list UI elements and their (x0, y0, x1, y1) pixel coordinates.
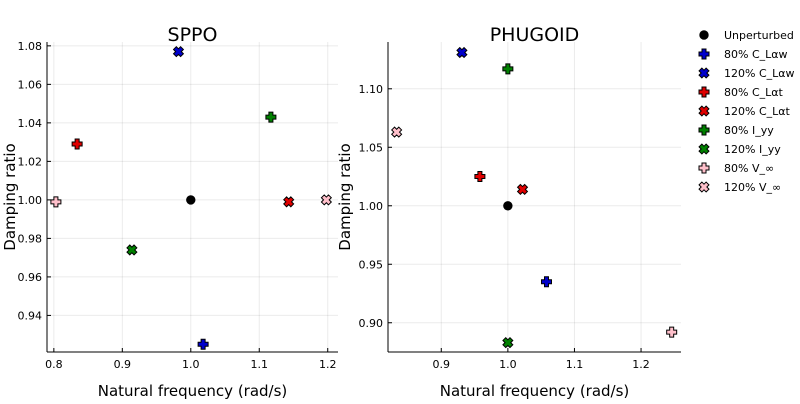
data-point (503, 201, 513, 211)
sppo-panel: 0.8 0.9 1.0 1.1 1.2 0.94 0.96 0.98 1.00 1.02 1.04 1… (1, 24, 338, 400)
y-tick-label: 0.90 (359, 317, 384, 330)
legend-label: Unperturbed (724, 29, 794, 42)
legend-label: 120% I_yy (724, 143, 781, 156)
data-point (126, 244, 138, 256)
legend-item: 80% I_yy (698, 124, 774, 137)
legend-marker (698, 86, 710, 98)
x-tick-label: 1.1 (251, 358, 269, 371)
y-tick-label: 1.08 (18, 40, 43, 53)
y-tick-label: 0.96 (18, 271, 43, 284)
data-point (320, 194, 333, 206)
legend-marker (698, 67, 710, 79)
legend-item: 120% I_yy (698, 143, 781, 156)
y-tick-label: 1.06 (18, 78, 43, 91)
y-axis-label: Damping ratio (336, 143, 354, 250)
y-tick-label: 1.10 (359, 83, 384, 96)
data-point (50, 196, 62, 208)
chart-title: PHUGOID (490, 24, 580, 46)
x-tick-label: 0.9 (114, 358, 132, 371)
y-axis-label: Damping ratio (1, 143, 19, 250)
legend-label: 80% C_Lαt (724, 86, 784, 99)
y-tick-label: 0.95 (359, 258, 384, 271)
y-tick-label: 1.02 (18, 155, 43, 168)
legend-marker (698, 162, 710, 174)
y-tick-label: 1.00 (18, 194, 43, 207)
legend-item: 120% C_Lαt (698, 105, 791, 118)
y-tick-label: 1.00 (359, 200, 384, 213)
data-point (283, 196, 295, 208)
legend-label: 120% C_Lαw (724, 67, 795, 80)
data-point (502, 63, 514, 75)
y-tick-label: 0.94 (18, 309, 43, 322)
data-point (666, 326, 678, 338)
data-point (456, 46, 468, 59)
data-point (197, 338, 209, 350)
legend-item: 120% V_∞ (698, 181, 781, 194)
legend-label: 80% V_∞ (724, 162, 774, 175)
legend-label: 80% C_Lαw (724, 48, 788, 61)
legend-label: 120% C_Lαt (724, 105, 791, 118)
data-point (540, 276, 552, 288)
legend-label: 120% V_∞ (724, 181, 781, 194)
legend: Unperturbed 80% C_Lαw 120% C_Lαw 80% C_Lαt 1… (698, 29, 795, 194)
legend-item: 80% C_Lαw (698, 48, 788, 61)
data-point (516, 183, 529, 196)
data-point (172, 45, 185, 58)
legend-label: 80% I_yy (724, 124, 774, 137)
data-point (186, 195, 196, 205)
legend-marker (699, 30, 709, 40)
legend-marker (698, 105, 710, 117)
x-tick-label: 0.8 (45, 358, 63, 371)
legend-item: 80% C_Lαt (698, 86, 784, 99)
x-axis-label: Natural frequency (rad/s) (440, 382, 630, 400)
legend-marker (698, 124, 710, 136)
x-tick-label: 1.0 (499, 358, 517, 371)
y-tick-label: 1.05 (359, 141, 384, 154)
x-tick-label: 1.1 (566, 358, 584, 371)
x-tick-label: 0.9 (433, 358, 451, 371)
legend-item: 120% C_Lαw (698, 67, 795, 80)
legend-marker (698, 143, 710, 155)
legend-item: Unperturbed (699, 29, 794, 42)
data-point (390, 126, 403, 138)
x-tick-label: 1.2 (319, 358, 337, 371)
y-tick-label: 0.98 (18, 232, 43, 245)
data-point (502, 336, 514, 349)
data-point (265, 111, 277, 123)
x-axis-label: Natural frequency (rad/s) (98, 382, 288, 400)
data-point (474, 171, 486, 183)
legend-marker (698, 181, 710, 193)
legend-item: 80% V_∞ (698, 162, 774, 175)
phugoid-panel: 0.9 1.0 1.1 1.2 0.90 0.95 1.00 1.05 1.10 PHUGOID N… (336, 24, 681, 400)
y-tick-label: 1.04 (18, 117, 43, 130)
x-tick-label: 1.2 (632, 358, 650, 371)
chart-title: SPPO (168, 24, 218, 46)
data-point (71, 138, 83, 150)
x-tick-label: 1.0 (182, 358, 200, 371)
legend-marker (698, 48, 710, 60)
